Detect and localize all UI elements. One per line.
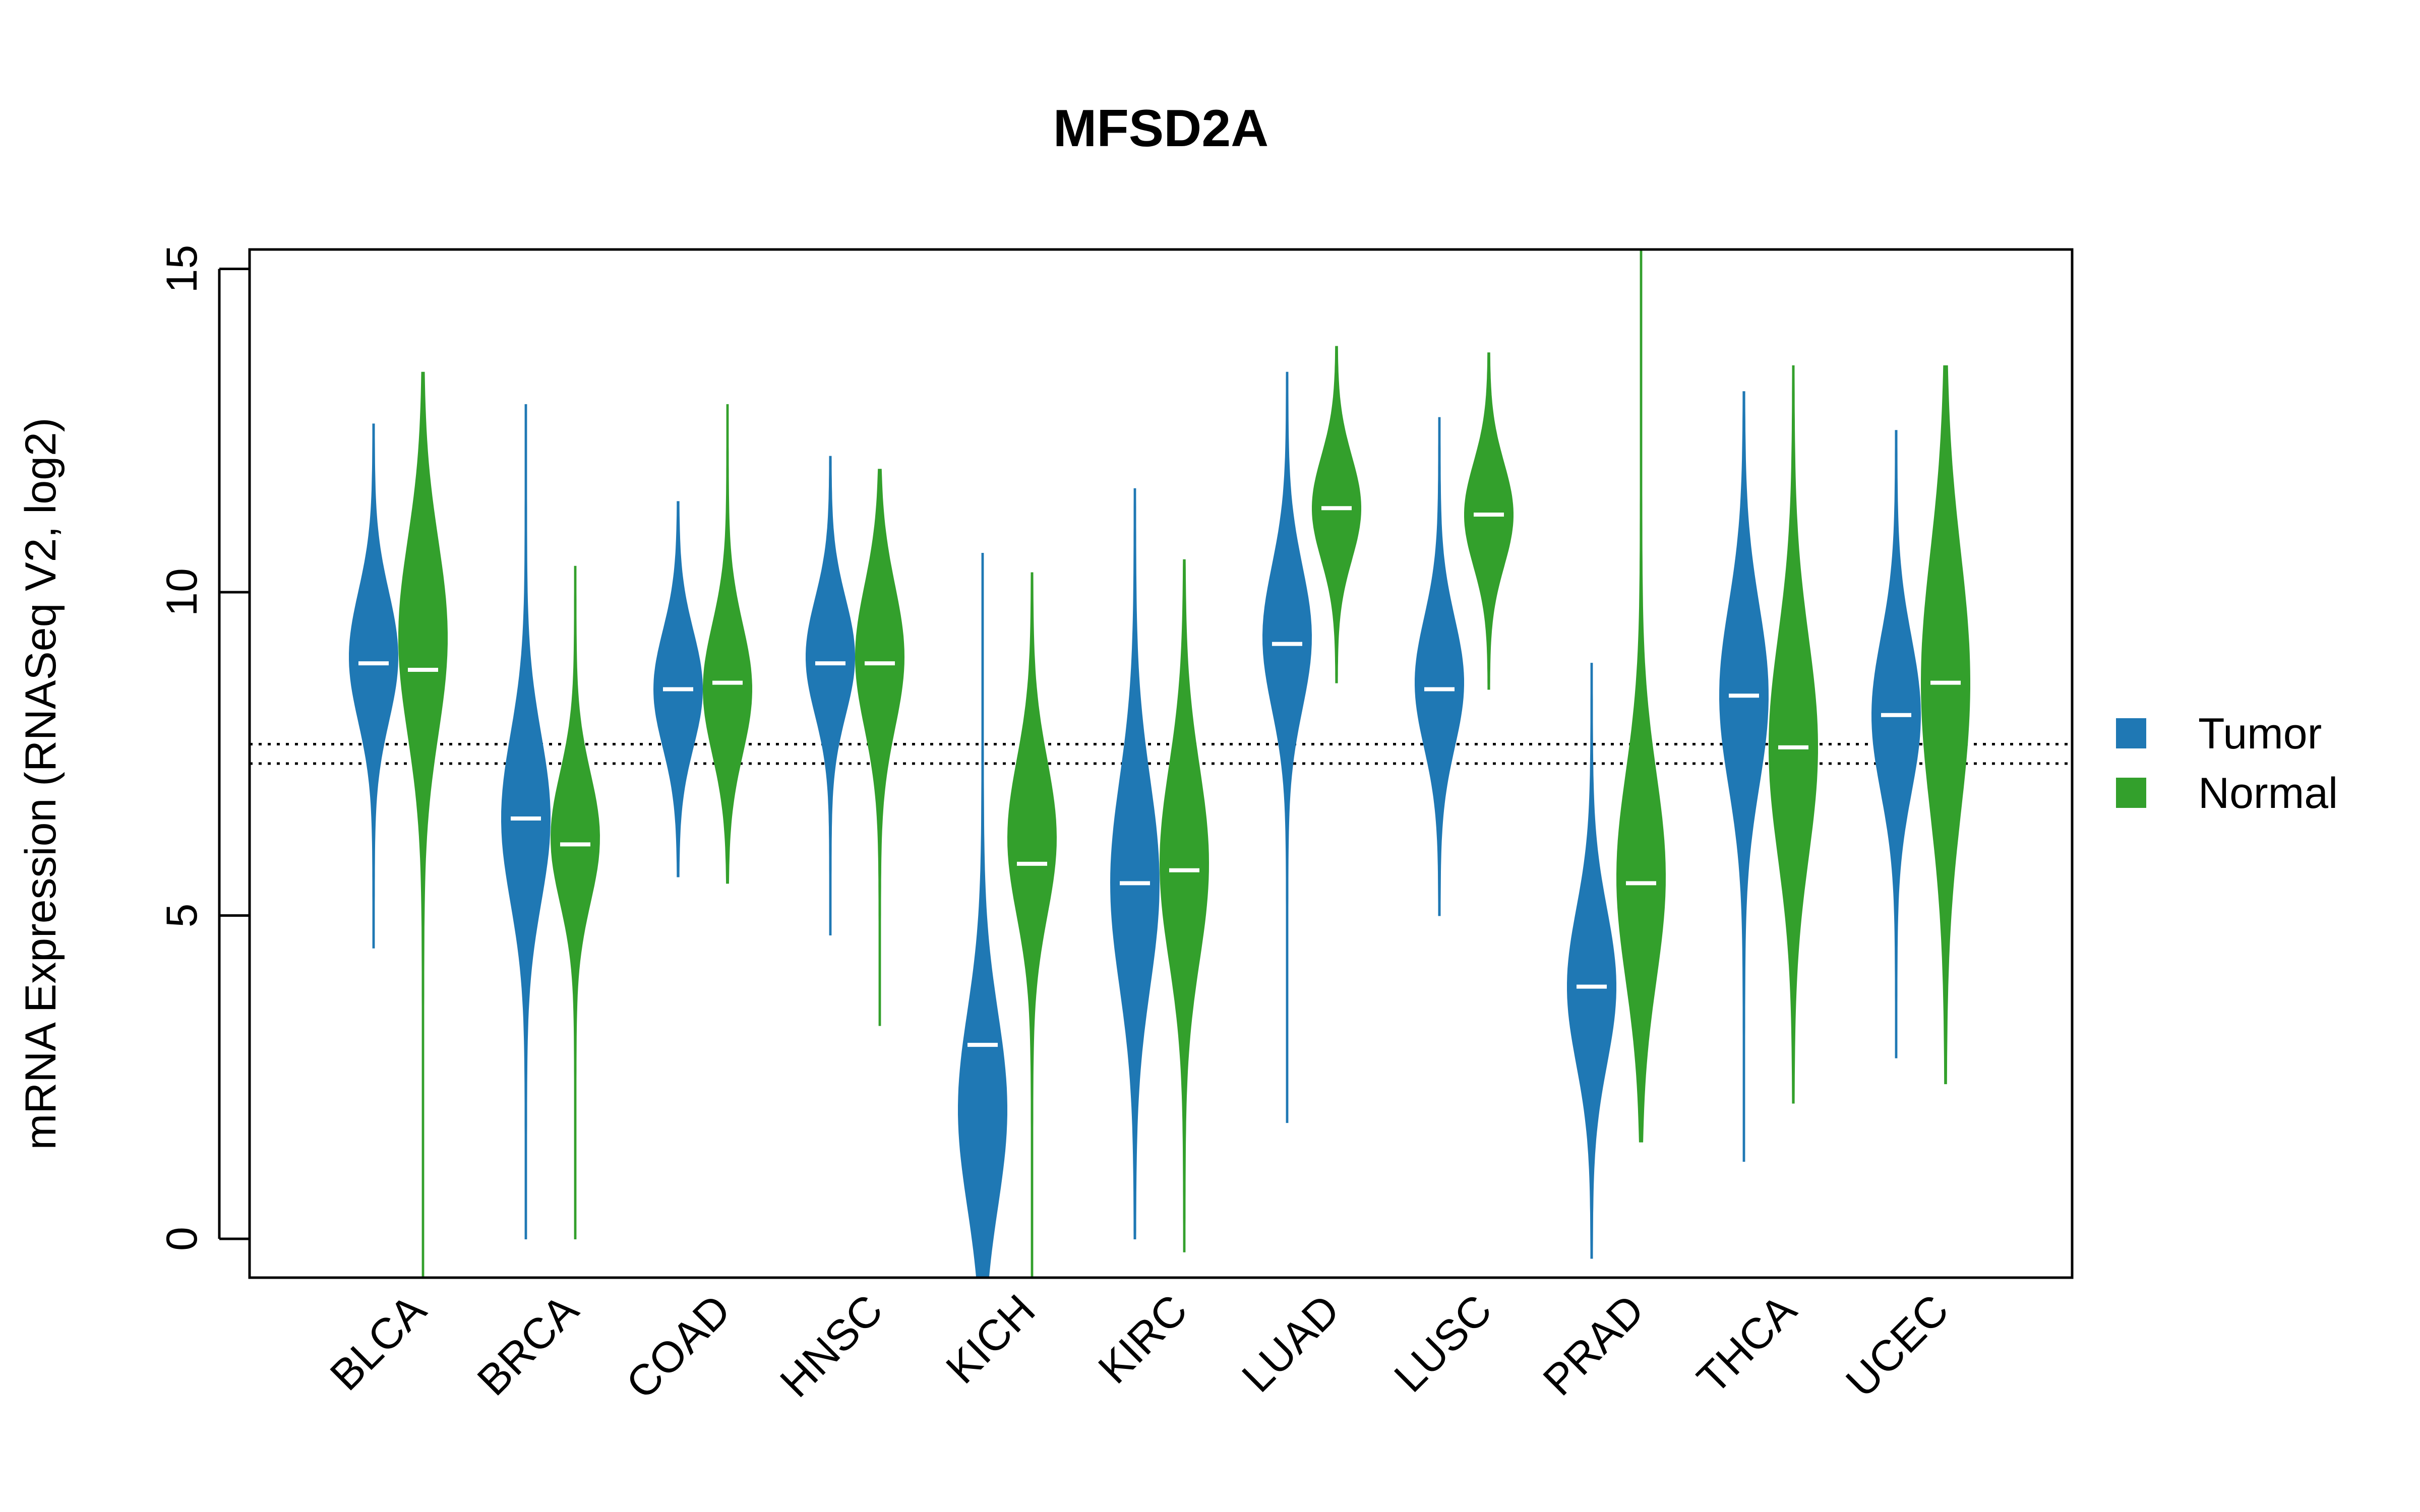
chart-title: MFSD2A (1053, 99, 1269, 158)
legend-swatch-normal (2116, 778, 2146, 808)
violin-marks (349, 249, 1970, 1278)
y-tick-label: 0 (158, 1227, 206, 1251)
legend-label-normal: Normal (2198, 769, 2338, 817)
plot-area-frame (248, 248, 2074, 1279)
legend: Tumor Normal (2116, 710, 2338, 817)
legend-swatch-tumor (2116, 718, 2146, 748)
x-axis: BLCA BRCA COAD HNSC KICH KIRC LUAD LUSC PRAD THCA… (321, 1285, 1958, 1408)
x-tick-label-brca: BRCA (468, 1285, 588, 1405)
y-axis-label: mRNA Expression (RNASeq V2, log2) (17, 417, 65, 1150)
x-tick-label-blca: BLCA (321, 1285, 436, 1400)
x-tick-label-luad: LUAD (1233, 1286, 1349, 1402)
x-tick-label-coad: COAD (617, 1286, 740, 1409)
x-tick-label-kich: KICH (937, 1286, 1044, 1393)
x-tick-label-thca: THCA (1688, 1285, 1806, 1403)
x-tick-label-lusc: LUSC (1385, 1286, 1501, 1402)
legend-label-tumor: Tumor (2198, 710, 2322, 758)
x-tick-label-kirc: KIRC (1089, 1286, 1196, 1393)
x-tick-label-hnsc: HNSC (771, 1286, 892, 1407)
y-tick-label: 15 (158, 245, 206, 293)
y-axis: 0 5 10 15 (158, 245, 249, 1251)
y-tick-label: 5 (158, 904, 206, 928)
x-tick-label-ucec: UCEC (1837, 1286, 1958, 1407)
x-tick-label-prad: PRAD (1534, 1286, 1654, 1405)
y-tick-label: 10 (158, 568, 206, 616)
